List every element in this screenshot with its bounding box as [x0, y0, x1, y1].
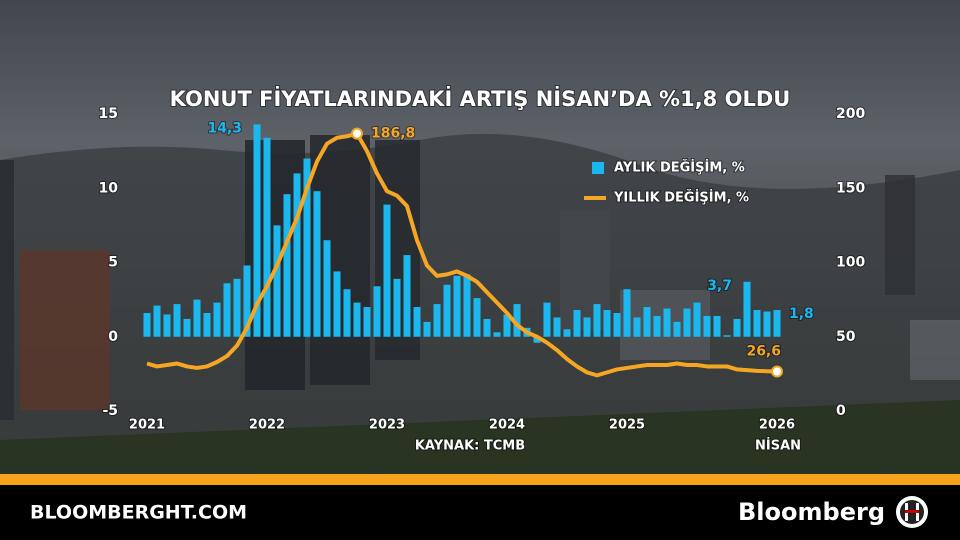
x-tick-label: 2021: [129, 418, 165, 433]
line: [146, 131, 778, 378]
bar: [633, 317, 641, 337]
bar: [223, 283, 231, 337]
bar: [293, 173, 301, 337]
x-tick-label: 2025: [609, 418, 645, 433]
bar: [343, 289, 351, 337]
y2-tick-label: 150: [836, 180, 865, 196]
bar: [433, 304, 441, 337]
bar: [533, 336, 541, 343]
x-note: NİSAN: [755, 438, 801, 454]
bar: [583, 317, 591, 337]
bar-value-label: 3,7: [707, 278, 732, 294]
bar: [443, 284, 451, 337]
bar: [663, 308, 671, 337]
bar: [333, 271, 341, 337]
bar: [703, 315, 711, 337]
bar: [363, 307, 371, 337]
bar: [763, 311, 771, 337]
bar: [423, 321, 431, 337]
bar: [483, 318, 491, 337]
bar: [493, 332, 501, 337]
y-tick-label: 5: [108, 255, 118, 271]
bar: [603, 310, 611, 337]
bar: [563, 329, 571, 337]
bar: [183, 318, 191, 337]
bar: [723, 335, 731, 337]
bar: [243, 265, 251, 337]
bar: [313, 191, 321, 337]
x-tick-label: 2022: [249, 418, 285, 433]
bar: [153, 305, 161, 337]
chart-title: KONUT FİYATLARINDAKİ ARTIŞ NİSAN’DA %1,8…: [170, 86, 791, 111]
bar: [383, 204, 391, 337]
bar: [693, 302, 701, 337]
bar: [473, 298, 481, 337]
bar-value-label: 1,8: [789, 306, 814, 322]
bar: [403, 255, 411, 337]
bar: [553, 317, 561, 337]
bar: [733, 318, 741, 337]
bar: [543, 302, 551, 337]
footer-brand: Bloomberg: [738, 498, 885, 526]
bar: [213, 302, 221, 337]
bar: [163, 314, 171, 337]
y-tick-label: 10: [99, 180, 119, 196]
bar-value-label: 14,3: [207, 120, 242, 136]
bar: [503, 314, 511, 337]
bar: [263, 137, 271, 337]
bar: [773, 310, 781, 337]
legend-label: YILLIK DEĞİŞİM, %: [613, 190, 749, 206]
bar: [753, 310, 761, 337]
source: KAYNAK: TCMB: [415, 439, 525, 454]
x-tick-label: 2026: [759, 418, 795, 433]
bar: [323, 240, 331, 337]
bar: [233, 278, 241, 337]
bar: [303, 158, 311, 337]
line-value-label: 186,8: [371, 126, 415, 142]
bar: [143, 312, 151, 337]
bar: [413, 307, 421, 337]
bar: [513, 304, 521, 337]
bar: [573, 310, 581, 337]
footer-site: BLOOMBERGHT.COM: [30, 502, 247, 524]
bar: [713, 315, 721, 337]
line-value-label: 26,6: [746, 343, 781, 359]
line-marker: [351, 127, 363, 140]
bar: [253, 124, 261, 337]
y2-tick-label: 200: [836, 106, 865, 122]
bar: [393, 278, 401, 337]
bar: [453, 275, 461, 337]
y-tick-label: 0: [108, 329, 118, 345]
legend-swatch: [592, 162, 604, 174]
y-tick-label: -5: [102, 403, 118, 419]
bar: [743, 281, 751, 337]
bar: [673, 321, 681, 337]
y2-tick-label: 100: [836, 255, 865, 271]
y2-tick-label: 50: [836, 329, 856, 345]
bar: [683, 308, 691, 337]
bar: [373, 286, 381, 337]
bar: [613, 312, 621, 337]
bar: [193, 299, 201, 337]
bar: [653, 315, 661, 337]
bar: [273, 225, 281, 337]
x-tick-label: 2023: [369, 418, 405, 433]
bar: [173, 304, 181, 337]
x-tick-label: 2024: [489, 418, 525, 433]
bar: [593, 304, 601, 337]
bar: [283, 194, 291, 337]
bar: [463, 274, 471, 337]
bar: [203, 312, 211, 337]
legend-label: AYLIK DEĞİŞİM, %: [614, 160, 745, 176]
bar: [623, 289, 631, 337]
y2-tick-label: 0: [836, 403, 846, 419]
bar: [353, 302, 361, 337]
bar: [643, 307, 651, 337]
line-marker: [771, 365, 783, 378]
y-tick-label: 15: [99, 106, 118, 122]
